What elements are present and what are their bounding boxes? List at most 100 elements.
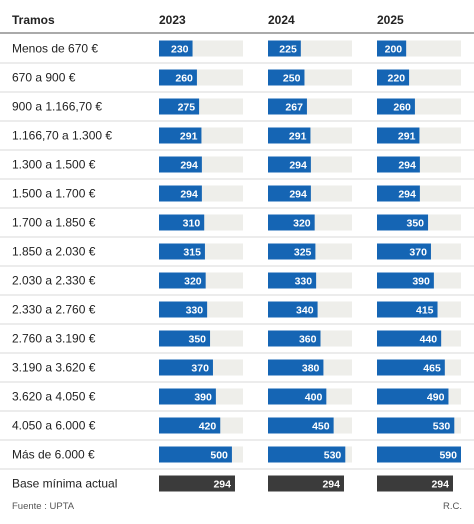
bar-value-label: 330 — [295, 276, 313, 288]
bar-2024 — [268, 69, 305, 86]
bar-value-label: 420 — [199, 421, 217, 433]
row-label: 3.190 a 3.620 € — [12, 361, 96, 375]
bar-value-label: 415 — [416, 305, 434, 317]
bar-value-label: 291 — [180, 131, 198, 143]
row-label: 4.050 a 6.000 € — [12, 419, 96, 433]
bar-2023 — [159, 69, 197, 86]
bar-2023 — [159, 359, 213, 376]
credit-note: R.C. — [443, 501, 462, 512]
bar-2025 — [377, 40, 407, 57]
column-header-2024: 2024 — [268, 13, 295, 27]
row-label: 1.500 a 1.700 € — [12, 187, 96, 201]
bar-value-label: 490 — [427, 392, 445, 404]
bar-2024 — [268, 243, 316, 260]
bar-value-label: 200 — [385, 44, 403, 56]
bar-value-label: 291 — [398, 131, 416, 143]
row-label: 2.760 a 3.190 € — [12, 332, 96, 346]
bar-value-label: 590 — [439, 450, 457, 462]
bar-value-label: 315 — [183, 247, 201, 259]
bar-value-label: 275 — [178, 102, 196, 114]
bar-2023 — [159, 388, 216, 405]
bar-value-label: 340 — [296, 305, 314, 317]
bar-value-label: 380 — [302, 363, 320, 375]
column-header-2023: 2023 — [159, 13, 186, 27]
bar-2025 — [377, 446, 461, 463]
bar-2024 — [268, 214, 315, 231]
rows-group: Menos de 670 € 230 225 200 670 a 900 € 260 250… — [0, 40, 474, 492]
bar-2025 — [377, 272, 434, 289]
bar-value-label: 530 — [433, 421, 451, 433]
bar-value-label: 230 — [171, 44, 189, 56]
bar-2025 — [377, 417, 455, 434]
bar-value-label: 320 — [293, 218, 311, 230]
bar-2025 — [377, 127, 420, 144]
bar-value-label: 370 — [191, 363, 209, 375]
row-label: 1.166,70 a 1.300 € — [12, 129, 112, 143]
row-label: 2.030 a 2.330 € — [12, 274, 96, 288]
bar-2025 — [377, 301, 438, 318]
bar-2025 — [377, 243, 431, 260]
bar-2023 — [159, 127, 202, 144]
bar-2024 — [268, 156, 311, 173]
bar-value-label: 360 — [299, 334, 317, 346]
bar-value-label: 220 — [388, 73, 406, 85]
bar-2023 — [159, 417, 221, 434]
bar-value-label: 294 — [180, 160, 198, 172]
bar-value-label: 294 — [289, 189, 307, 201]
bar-2024 — [268, 417, 334, 434]
row-label: 2.330 a 2.760 € — [12, 303, 96, 317]
row-label: 3.620 a 4.050 € — [12, 390, 96, 404]
column-header-tramos: Tramos — [12, 13, 55, 27]
source-note: Fuente : UPTA — [12, 501, 75, 512]
bar-value-label: 350 — [407, 218, 425, 230]
bar-value-label: 294 — [322, 479, 340, 491]
bar-2025 — [377, 359, 445, 376]
row-label: Base mínima actual — [12, 477, 117, 491]
row-label: 1.300 a 1.500 € — [12, 158, 96, 172]
bar-value-label: 260 — [175, 73, 193, 85]
bar-value-label: 500 — [210, 450, 228, 462]
bar-value-label: 450 — [312, 421, 330, 433]
bar-2023 — [159, 272, 206, 289]
bar-value-label: 291 — [289, 131, 307, 143]
row-label: 900 a 1.166,70 € — [12, 100, 102, 114]
bar-value-label: 310 — [183, 218, 201, 230]
bar-2024 — [268, 272, 317, 289]
bar-2024 — [268, 359, 324, 376]
bar-2024 — [268, 185, 311, 202]
bar-2024 — [268, 446, 346, 463]
bar-2023 — [159, 156, 202, 173]
bar-value-label: 400 — [305, 392, 323, 404]
bar-2023 — [159, 330, 211, 347]
bar-value-label: 350 — [189, 334, 207, 346]
bar-value-label: 294 — [180, 189, 198, 201]
bar-value-label: 225 — [279, 44, 297, 56]
bar-value-label: 267 — [285, 102, 303, 114]
bar-value-label: 260 — [393, 102, 411, 114]
bar-2025 — [377, 475, 453, 492]
bar-2025 — [377, 388, 449, 405]
bar-2024 — [268, 40, 301, 57]
bar-2023 — [159, 214, 205, 231]
bar-value-label: 370 — [409, 247, 427, 259]
bar-2024 — [268, 388, 327, 405]
bar-value-label: 250 — [283, 73, 301, 85]
bar-2025 — [377, 185, 420, 202]
bar-2023 — [159, 185, 202, 202]
bar-value-label: 294 — [398, 189, 416, 201]
bar-value-label: 320 — [184, 276, 202, 288]
bar-value-label: 294 — [431, 479, 449, 491]
bar-value-label: 325 — [294, 247, 312, 259]
bar-2024 — [268, 127, 311, 144]
row-label: Más de 6.000 € — [12, 448, 95, 462]
row-label: 1.700 a 1.850 € — [12, 216, 96, 230]
bar-value-label: 294 — [289, 160, 307, 172]
bar-2023 — [159, 301, 208, 318]
bar-value-label: 294 — [213, 479, 231, 491]
bar-2023 — [159, 243, 205, 260]
bar-value-label: 390 — [194, 392, 212, 404]
bar-2025 — [377, 214, 429, 231]
bar-2025 — [377, 330, 442, 347]
bar-2025 — [377, 69, 410, 86]
